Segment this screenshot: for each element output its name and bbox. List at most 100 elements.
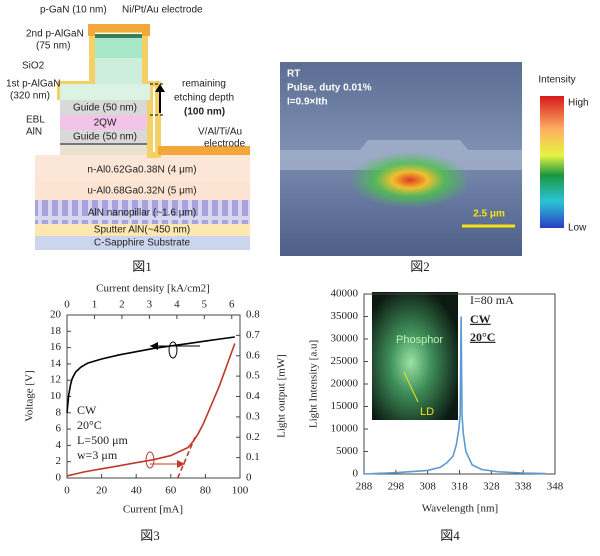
label: etching depth — [174, 93, 234, 104]
y-tick-label: 10 — [50, 390, 62, 402]
series-line — [66, 336, 235, 413]
figure-1-labels: p-GaN (10 nm) Ni/Pt/Au electrode 2nd p-A… — [6, 5, 246, 249]
label: electrode — [204, 139, 246, 150]
x-tick-label: 288 — [356, 481, 373, 493]
layer-p-algan-2 — [95, 38, 142, 58]
label: I=0.9×Ith — [287, 97, 328, 108]
label: V/Al/Ti/Au — [198, 127, 242, 138]
layer-qw — [60, 115, 150, 130]
annotation: L=500 μm — [77, 433, 129, 447]
electrode-n — [158, 146, 250, 155]
y-tick-label: 4 — [56, 439, 62, 451]
label: Pulse, duty 0.01% — [287, 83, 372, 94]
label: Guide (50 nm) — [73, 103, 137, 114]
layer-aln — [60, 145, 150, 155]
caption: 図3 — [140, 528, 160, 543]
chart: 0 20 40 60 80 1000 1 2 3 4 5 60246810121416182000.1… — [24, 283, 288, 543]
y2-tick-label: 0.5 — [246, 370, 260, 382]
figure-1: p-GaN (10 nm) Ni/Pt/Au electrode 2nd p-A… — [6, 5, 250, 274]
y-tick-label: 5000 — [336, 445, 359, 457]
x-axis-label: Current [mA] — [123, 504, 183, 516]
layer-u-algan — [35, 181, 250, 200]
inset-label: Phosphor — [396, 334, 443, 346]
electrode-top — [88, 24, 150, 36]
x2-tick-label: 1 — [92, 299, 98, 311]
x-tick-label: 60 — [165, 485, 177, 497]
y-tick-label: 35000 — [331, 310, 359, 322]
y-tick-label: 14 — [50, 357, 62, 369]
annotation: CW — [470, 312, 491, 326]
x2-tick-label: 2 — [119, 299, 125, 311]
x2-tick-label: 6 — [229, 299, 235, 311]
label: (320 nm) — [10, 91, 50, 102]
inset-photo — [372, 292, 458, 420]
label: Sputter AlN(~450 nm) — [94, 225, 190, 236]
emission-spot — [350, 152, 470, 208]
x2-tick-label: 3 — [147, 299, 153, 311]
label: u-Al0.68Ga0.32N (5 μm) — [87, 186, 196, 197]
colorbar — [540, 96, 564, 228]
label: C-Sapphire Substrate — [94, 238, 191, 249]
y2-tick-label: 0.4 — [246, 390, 260, 402]
y-tick-label: 18 — [50, 325, 62, 337]
x-tick-label: 80 — [200, 485, 212, 497]
annotation: 20°C — [470, 330, 495, 344]
x-tick-label: 318 — [451, 481, 468, 493]
annotation: CW — [77, 403, 97, 417]
x-tick-label: 348 — [547, 481, 564, 493]
layer-n-algan — [35, 155, 250, 181]
x-tick-label: 308 — [419, 481, 436, 493]
label: (100 nm) — [184, 107, 225, 118]
series-line — [66, 343, 236, 477]
y-tick-label: 25000 — [331, 355, 359, 367]
colorbar-title: Intensity — [538, 75, 575, 86]
x-tick-label: 0 — [64, 485, 70, 497]
label: p-GaN (10 nm) — [40, 5, 107, 16]
layer-guide — [60, 100, 150, 115]
annotation: 20°C — [77, 418, 102, 432]
series-line — [176, 436, 196, 479]
y-axis-label: Voltage [V] — [24, 370, 36, 421]
figure-2-labels: RT Pulse, duty 0.01% I=0.9×Ith 2.5 μm — [287, 69, 505, 220]
label: remaining — [182, 79, 226, 90]
label: (75 nm) — [36, 41, 70, 52]
x2-axis-label: Current density [kA/cm2] — [96, 283, 210, 295]
label: Ni/Pt/Au electrode — [122, 5, 203, 16]
y-tick-label: 16 — [50, 341, 62, 353]
layer-p-gan — [95, 34, 142, 38]
label: SiO2 — [22, 61, 45, 72]
inset-label: LD — [420, 406, 434, 418]
curve-marker — [168, 341, 178, 359]
chart: 288 298 308 318 328 338 348 0 5000 10000 15000 2000… — [308, 288, 564, 543]
x-axis-label: Wavelength [nm] — [422, 503, 498, 515]
layer-sputter — [35, 224, 250, 236]
layer-substrate — [35, 236, 250, 250]
layer-p-algan-1 — [95, 58, 142, 84]
x-tick-label: 328 — [483, 481, 500, 493]
axis-arrow-head — [177, 460, 185, 468]
y-tick-label: 40000 — [331, 288, 359, 300]
caption: 図2 — [410, 259, 430, 274]
y-tick-label: 20000 — [331, 378, 359, 390]
label: 2.5 μm — [473, 209, 505, 220]
y2-tick-label: 0.6 — [246, 349, 260, 361]
label: AlN nanopillar (~1.6 μm) — [88, 208, 196, 219]
x2-tick-label: 5 — [202, 299, 208, 311]
label: AlN — [26, 127, 42, 138]
label: 2nd p-AlGaN — [26, 29, 84, 40]
figure-3-decorations — [145, 341, 200, 469]
annotation: w=3 μm — [77, 448, 118, 462]
y-tick-label: 0 — [56, 472, 62, 484]
inset-pointer — [403, 371, 419, 403]
annotation: I=80 mA — [470, 293, 514, 307]
label: RT — [287, 69, 300, 80]
x2-tick-label: 4 — [174, 299, 180, 311]
layer-p-algan-1 — [60, 84, 150, 100]
figure-2: RT Pulse, duty 0.01% I=0.9×Ith 2.5 μm In… — [280, 62, 589, 274]
colorbar-label: High — [568, 98, 589, 109]
y-tick-label: 15000 — [331, 400, 359, 412]
layer-nanopillar — [35, 200, 250, 224]
y-tick-label: 0 — [353, 468, 359, 480]
y-tick-label: 2 — [56, 455, 62, 467]
